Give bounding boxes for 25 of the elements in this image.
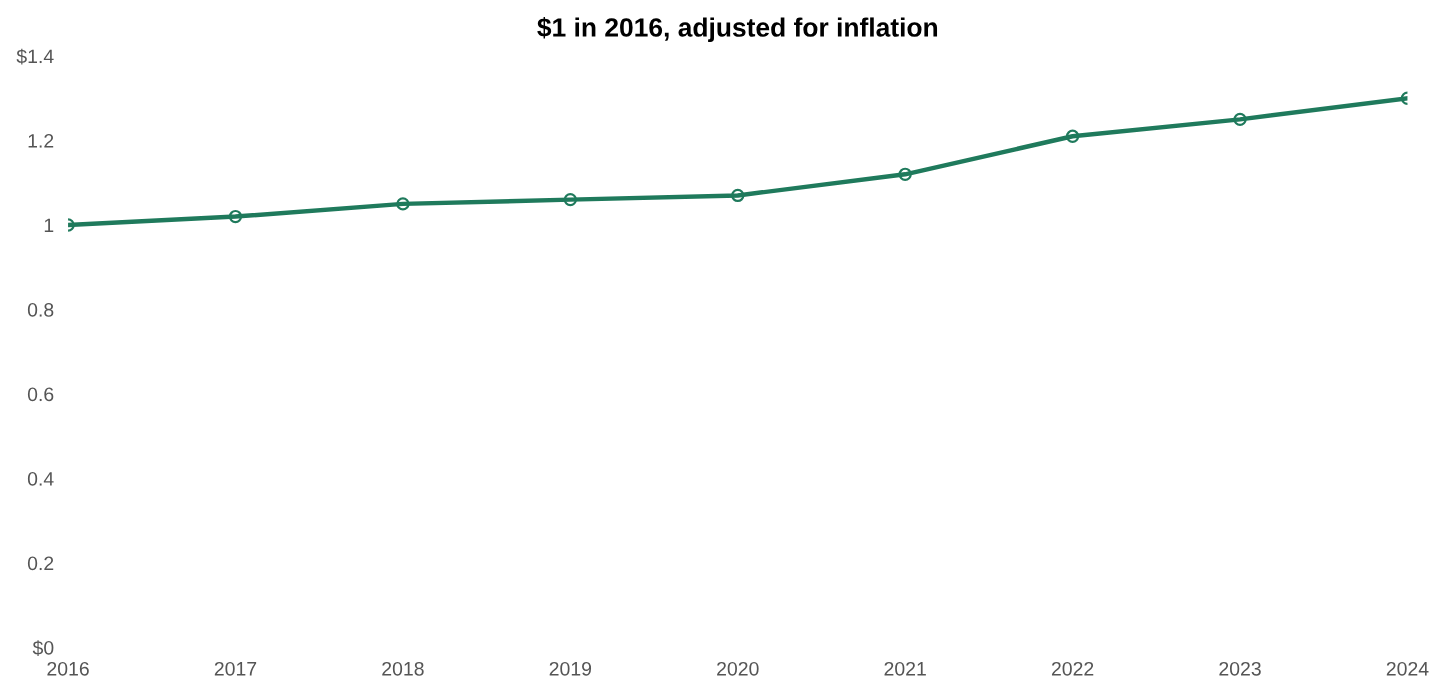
y-tick-label: 0.8 [27, 302, 54, 317]
point [1233, 112, 1247, 127]
x-tick-label: 2022 [1051, 661, 1094, 676]
x-tick-label: 2019 [549, 661, 592, 676]
x-tick-label: 2018 [382, 661, 424, 676]
y-tick-label: $0 [32, 640, 54, 656]
point [731, 188, 745, 203]
x-tick-label: 2023 [1219, 661, 1261, 676]
x-tick-label: 2016 [47, 661, 89, 676]
y-tick-label: 0.6 [27, 387, 54, 402]
x-tick-label: 2024 [1386, 661, 1429, 676]
point [563, 192, 577, 207]
y-tick-label: 1.2 [28, 133, 54, 148]
y-tick-label: 0.2 [27, 556, 54, 571]
point [898, 167, 912, 181]
x-tick-label: 2021 [884, 661, 926, 676]
x-tick-label: 2017 [214, 661, 257, 676]
y-tick-label: 1 [44, 218, 54, 233]
point [396, 197, 410, 211]
chart-title: $1 in 2016, adjusted for inflation [537, 16, 938, 43]
y-tick-label: 0.4 [27, 471, 54, 486]
x-tick-label: 2020 [717, 661, 759, 676]
point [228, 209, 243, 224]
point [1065, 129, 1080, 143]
y-tick-label: $1.4 [16, 48, 54, 65]
